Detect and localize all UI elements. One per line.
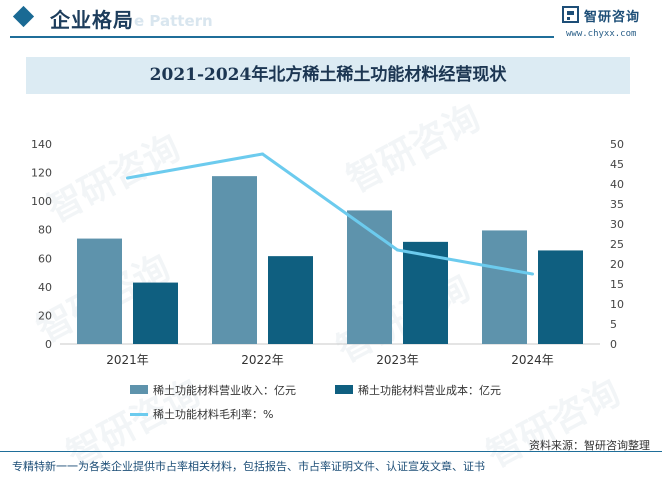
bar-revenue xyxy=(77,238,122,344)
legend-swatch-cost xyxy=(335,385,353,394)
combo-chart: 0 20 40 60 80 100 120 140 0 5 10 15 20 25 30 35 40 45 50 20… xyxy=(31,138,624,367)
point-margin xyxy=(396,248,399,252)
bar-revenue xyxy=(212,176,257,344)
y-right-tick-label: 5 xyxy=(610,318,617,331)
legend-label-revenue: 稀土功能材料营业收入：亿元 xyxy=(153,384,296,397)
x-tick-label: 2021年 xyxy=(106,353,149,367)
y-left-tick-label: 0 xyxy=(45,338,52,351)
y-right-tick-label: 40 xyxy=(610,178,624,191)
y-right-tick-label: 50 xyxy=(610,138,624,151)
header: 企业格局 e Pattern 智研咨询 www.chyxx.com xyxy=(0,0,662,40)
point-margin xyxy=(531,272,534,276)
line-margin xyxy=(127,152,533,276)
y-left-tick-label: 40 xyxy=(38,281,52,294)
y-left-tick-label: 80 xyxy=(38,224,52,237)
header-divider xyxy=(10,36,554,38)
bar-cost xyxy=(133,282,178,344)
bar-revenue xyxy=(482,230,527,344)
page-title: 企业格局 xyxy=(50,8,134,32)
y-right-tick-label: 20 xyxy=(610,258,624,271)
x-tick-label: 2024年 xyxy=(511,353,554,367)
y-right-tick-label: 0 xyxy=(610,338,617,351)
header-watermark-text: e Pattern xyxy=(134,12,213,30)
y-right-tick-label: 15 xyxy=(610,278,624,291)
data-source: 资料来源：智研咨询整理 xyxy=(529,439,650,452)
y-right-tick-label: 35 xyxy=(610,198,624,211)
chart-title-banner: 2021-2024年北方稀土稀土功能材料经营现状 xyxy=(26,57,630,94)
y-left-tick-label: 60 xyxy=(38,252,52,265)
brand-logo-icon xyxy=(562,6,579,23)
legend-label-cost: 稀土功能材料营业成本：亿元 xyxy=(358,384,501,397)
y-right-tick-label: 30 xyxy=(610,218,624,231)
x-tick-label: 2022年 xyxy=(241,353,284,367)
bar-cost xyxy=(268,256,313,344)
bar-cost xyxy=(538,250,583,344)
bar-revenue xyxy=(347,210,392,344)
y-left-tick-label: 20 xyxy=(38,309,52,322)
y-left-tick-label: 120 xyxy=(31,167,52,180)
y-right-tick-label: 10 xyxy=(610,298,624,311)
y-right-tick-label: 45 xyxy=(610,158,624,171)
brand-url: www.chyxx.com xyxy=(566,29,637,39)
brand-name: 智研咨询 xyxy=(584,10,641,25)
point-margin xyxy=(261,152,264,156)
footer-text: 专精特新一一为各类企业提供市占率相关材料，包括报告、市占率证明文件、认证宣发文章… xyxy=(12,460,485,473)
chart-title: 2021-2024年北方稀土稀土功能材料经营现状 xyxy=(149,65,507,85)
x-tick-label: 2023年 xyxy=(376,353,419,367)
legend-label-margin: 稀土功能材料毛利率：% xyxy=(153,408,274,421)
point-margin xyxy=(126,176,129,180)
footer-divider xyxy=(0,451,662,452)
legend-swatch-margin xyxy=(130,413,148,416)
y-left-tick-label: 140 xyxy=(31,138,52,151)
y-right-tick-label: 25 xyxy=(610,238,624,251)
legend-swatch-revenue xyxy=(130,385,148,394)
y-left-tick-label: 100 xyxy=(31,195,52,208)
